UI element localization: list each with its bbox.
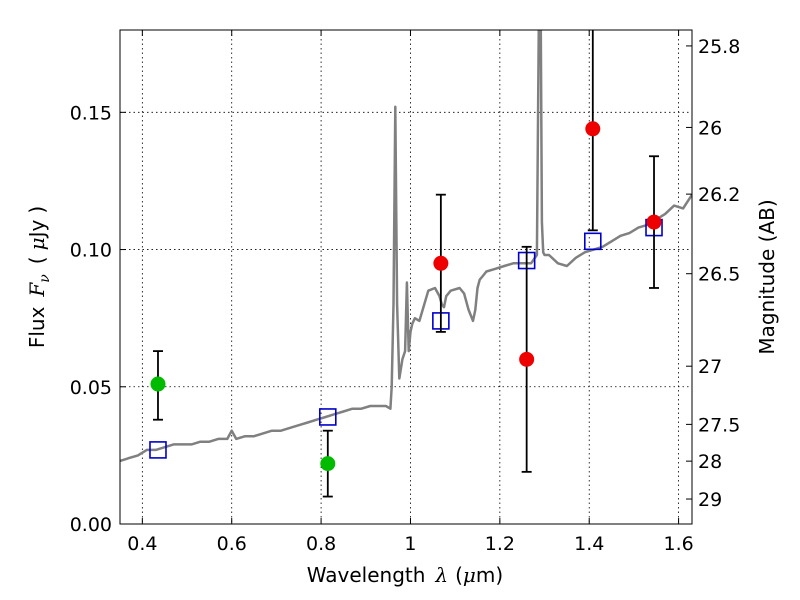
- model-spectrum-line: [120, 30, 692, 463]
- y2-tick-label: 26: [698, 117, 722, 139]
- y2-tick-label: 25.8: [698, 36, 740, 58]
- y2-tick-label: 29: [698, 489, 722, 511]
- y-tick-label: 0.10: [70, 240, 112, 262]
- y2-tick-label: 28: [698, 451, 722, 473]
- model-photometry-square: [583, 232, 602, 251]
- x-tick-label: 0.6: [217, 533, 247, 555]
- axis-ticks: 0.4 0.6 0.8 1 1.2 1.4 1.6 0.00 0.05 0.10 0.15 25.8 2…: [70, 30, 740, 555]
- y-axis-label: FluxFν(μJy): [25, 206, 53, 348]
- measured-flux-point: [646, 214, 662, 230]
- y2-axis-label: Magnitude (AB): [755, 199, 779, 354]
- measured-flux-point: [519, 351, 535, 367]
- x-tick-label: 1: [404, 533, 416, 555]
- y-tick-label: 0.00: [70, 514, 112, 536]
- measured-flux-point: [150, 376, 166, 392]
- x-tick-label: 0.4: [127, 533, 157, 555]
- y2-tick-label: 27.5: [698, 414, 740, 436]
- y2-tick-label: 26.5: [698, 264, 740, 286]
- measured-flux-point: [320, 456, 336, 472]
- x-tick-label: 1.4: [574, 533, 604, 555]
- model-photometry-square: [149, 441, 167, 459]
- plot-area: [120, 30, 692, 498]
- model-photometry-square: [318, 408, 337, 426]
- x-tick-label: 1.6: [663, 533, 693, 555]
- y-tick-label: 0.15: [70, 102, 112, 124]
- measured-flux-point: [433, 255, 449, 271]
- x-tick-label: 0.8: [306, 533, 336, 555]
- measured-flux-point: [585, 121, 601, 137]
- plot-frame: [119, 29, 693, 525]
- y2-tick-label: 26.2: [698, 184, 740, 206]
- y-tick-label: 0.05: [70, 377, 112, 399]
- x-axis-label: Wavelength λ (μm): [307, 563, 503, 587]
- y2-tick-label: 27: [698, 356, 722, 378]
- x-tick-label: 1.2: [485, 533, 515, 555]
